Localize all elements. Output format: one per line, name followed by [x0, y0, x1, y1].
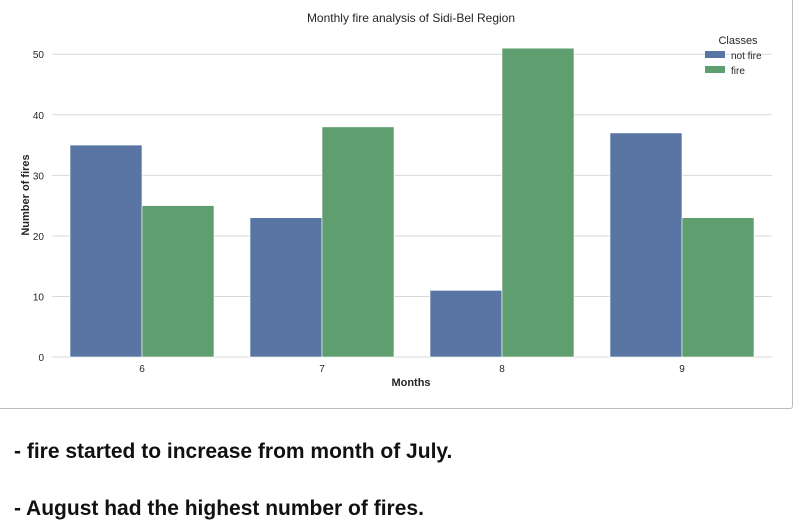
y-axis-ticks: 0 10 20 30 40 50: [33, 50, 45, 364]
bar-fire-7: [321, 126, 395, 358]
bar-fire-9: [681, 217, 755, 358]
bar-fire-8: [501, 47, 575, 358]
y-axis-label: Number of fires: [20, 154, 32, 235]
bars: [69, 47, 755, 358]
chart-frame: Monthly fire analysis of Sidi-Bel Region…: [0, 0, 793, 409]
y-tick-label: 20: [33, 232, 45, 243]
x-tick-label: 6: [139, 364, 145, 375]
bar-not-fire-9: [609, 132, 683, 358]
x-axis-label: Months: [391, 377, 430, 389]
bar-chart: Monthly fire analysis of Sidi-Bel Region…: [20, 11, 772, 389]
x-tick-label: 9: [679, 364, 685, 375]
note-line-1: - fire started to increase from month of…: [14, 440, 453, 463]
y-tick-label: 10: [33, 292, 45, 303]
legend-swatch-not-fire: [705, 51, 725, 58]
legend-label-not-fire: not fire: [731, 51, 762, 62]
legend: Classes not fire fire: [705, 35, 762, 77]
x-tick-label: 8: [499, 364, 505, 375]
y-tick-label: 30: [33, 171, 45, 182]
y-tick-label: 0: [38, 353, 44, 364]
legend-label-fire: fire: [731, 66, 745, 77]
bar-fire-6: [141, 205, 215, 358]
note-line-2: - August had the highest number of fires…: [14, 497, 424, 520]
y-tick-label: 40: [33, 111, 45, 122]
legend-title: Classes: [718, 35, 758, 47]
bar-not-fire-8: [429, 290, 503, 358]
bar-not-fire-6: [69, 144, 143, 358]
chart-title: Monthly fire analysis of Sidi-Bel Region: [307, 11, 515, 25]
x-tick-label: 7: [319, 364, 325, 375]
y-tick-label: 50: [33, 50, 45, 61]
x-axis-ticks: 6 7 8 9: [139, 364, 685, 375]
legend-swatch-fire: [705, 66, 725, 73]
bar-not-fire-7: [249, 217, 323, 358]
